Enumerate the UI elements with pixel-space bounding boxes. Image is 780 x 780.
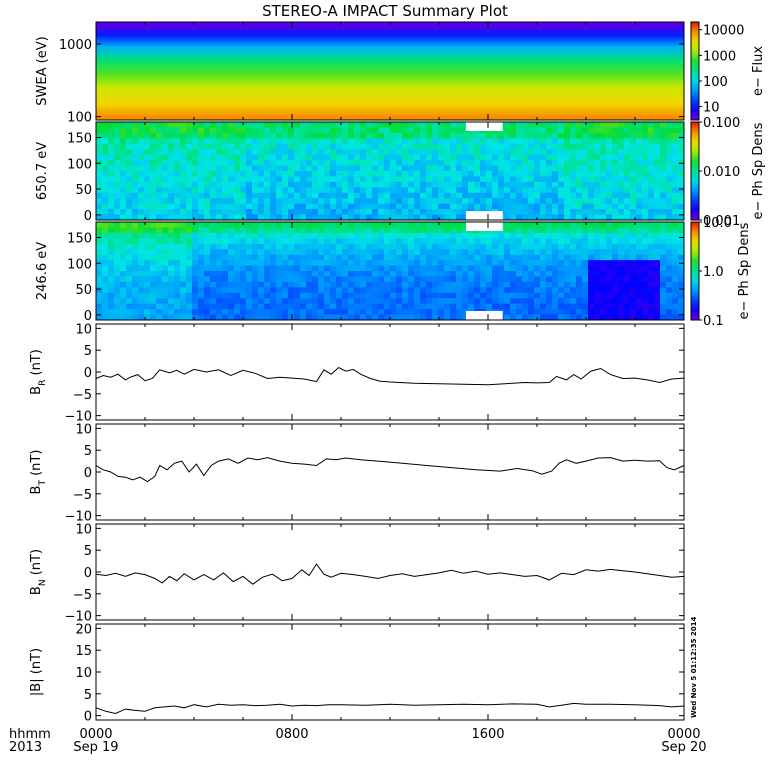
y-tick-label: 0 bbox=[84, 209, 92, 224]
x-date-label: Sep 19 bbox=[73, 740, 118, 755]
colorbar-tick-label: 1000 bbox=[703, 49, 736, 64]
y-tick-label: 0 bbox=[84, 466, 92, 481]
data-gap-bottom bbox=[465, 211, 503, 220]
colorbar-pad246: 10.0 1.0 0.1 e− Ph Sp Dens bbox=[690, 216, 752, 329]
y-tick-label: 10 bbox=[75, 666, 92, 681]
y-tick-label: 0 bbox=[84, 710, 92, 725]
y-axis-label: BR (nT) bbox=[29, 349, 48, 395]
y-tick-label: 100 bbox=[67, 257, 92, 272]
y-axis-label: SWEA (eV) bbox=[35, 36, 50, 105]
colorbar-tick-label: 0.010 bbox=[703, 165, 740, 180]
colorbar-tick-label: 0.001 bbox=[703, 214, 740, 229]
colorbar-tick-label: 0.1 bbox=[703, 314, 724, 329]
colorbar-tick-label: 0.100 bbox=[703, 116, 740, 131]
panel-swea: SWEA (eV) 1000 100 bbox=[35, 21, 685, 126]
panel-frame bbox=[95, 623, 685, 721]
y-tick-label: −10 bbox=[65, 410, 92, 425]
data-gap-top bbox=[465, 222, 503, 231]
y-tick-label: 15 bbox=[75, 644, 92, 659]
y-tick-label: 10 bbox=[75, 522, 92, 537]
y-tick-label: 150 bbox=[67, 131, 92, 146]
year-label: 2013 bbox=[9, 740, 42, 755]
y-tick-label: 5 bbox=[84, 688, 92, 703]
y-tick-label: 0 bbox=[84, 309, 92, 324]
y-tick-label: 5 bbox=[84, 444, 92, 459]
panel-bmag: |B| (nT) 20 15 10 5 0 bbox=[29, 622, 685, 725]
x-tick-label: 0000 bbox=[667, 727, 700, 742]
y-axis-label: 246.6 eV bbox=[35, 242, 50, 300]
y-tick-label: −10 bbox=[65, 510, 92, 525]
colorbar-tick-label: 10.0 bbox=[703, 216, 732, 231]
y-tick-label: 50 bbox=[75, 183, 92, 198]
y-tick-label: 20 bbox=[75, 622, 92, 637]
timestamp-stamp: Wed Nov 5 01:12:35 2014 bbox=[690, 616, 698, 718]
y-tick-label: −10 bbox=[65, 610, 92, 625]
x-tick-label: 0000 bbox=[79, 727, 112, 742]
y-tick-label: 10 bbox=[75, 322, 92, 337]
colorbar-tick-label: 10000 bbox=[703, 24, 744, 39]
y-tick-label: 150 bbox=[67, 231, 92, 246]
panel-br: BR (nT) 10 5 0 −5 −10 bbox=[29, 322, 685, 425]
y-axis-label: BT (nT) bbox=[29, 450, 48, 495]
y-tick-label: 50 bbox=[75, 283, 92, 298]
data-gap-top bbox=[465, 122, 503, 131]
y-tick-label: 0 bbox=[84, 366, 92, 381]
series-bt bbox=[95, 457, 685, 483]
y-tick-label: 10 bbox=[75, 422, 92, 437]
colorbar-label: e− Ph Sp Dens bbox=[737, 222, 752, 319]
x-date-label: Sep 20 bbox=[661, 740, 706, 755]
y-tick-label: 100 bbox=[67, 157, 92, 172]
colorbar-tick-label: 100 bbox=[703, 75, 728, 90]
panel-frame bbox=[95, 323, 685, 421]
swea-spectrogram bbox=[96, 22, 684, 120]
y-tick-label: 5 bbox=[84, 344, 92, 359]
plot-title: STEREO-A IMPACT Summary Plot bbox=[262, 2, 508, 20]
y-tick-label: −5 bbox=[73, 488, 92, 503]
heatmap-swea bbox=[96, 22, 684, 120]
y-tick-label: 100 bbox=[67, 111, 92, 126]
panel-frame bbox=[95, 423, 685, 521]
colorbar-swea: 10000 1000 100 10 e− Flux bbox=[690, 21, 766, 121]
y-tick-label: 0 bbox=[84, 566, 92, 581]
series-br bbox=[95, 367, 685, 386]
colorbar-tick-label: 10 bbox=[703, 101, 720, 116]
y-axis-label: |B| (nT) bbox=[29, 648, 44, 696]
time-format-label: hhmm bbox=[9, 727, 51, 742]
panel-pad246: 246.6 eV 150 100 50 0 bbox=[35, 221, 685, 324]
x-tick-label: 0800 bbox=[275, 727, 308, 742]
colorbar-label: e− Flux bbox=[751, 46, 766, 96]
heatmap-pad650 bbox=[96, 122, 684, 220]
heatmap-pad246 bbox=[96, 222, 684, 320]
y-axis-label: BN (nT) bbox=[29, 549, 48, 595]
panel-bt: BT (nT) 10 5 0 −5 −10 bbox=[29, 422, 685, 525]
y-tick-label: 5 bbox=[84, 544, 92, 559]
y-tick-label: −5 bbox=[73, 588, 92, 603]
panel-pad650: 650.7 eV 150 100 50 0 bbox=[35, 121, 685, 224]
series-bmag bbox=[95, 702, 685, 715]
series-bn bbox=[95, 563, 685, 585]
data-gap-bottom bbox=[465, 311, 503, 320]
colorbar-label: e− Ph Sp Dens bbox=[751, 122, 766, 219]
y-axis-label: 650.7 eV bbox=[35, 142, 50, 200]
panel-frame bbox=[95, 523, 685, 621]
colorbar-tick-label: 1.0 bbox=[703, 265, 724, 280]
y-tick-label: 1000 bbox=[59, 38, 92, 53]
colorbar-pad650: 0.100 0.010 0.001 e− Ph Sp Dens bbox=[690, 116, 766, 229]
panel-bn: BN (nT) 10 5 0 −5 −10 bbox=[29, 522, 685, 625]
y-tick-label: −5 bbox=[73, 388, 92, 403]
x-tick-label: 1600 bbox=[471, 727, 504, 742]
